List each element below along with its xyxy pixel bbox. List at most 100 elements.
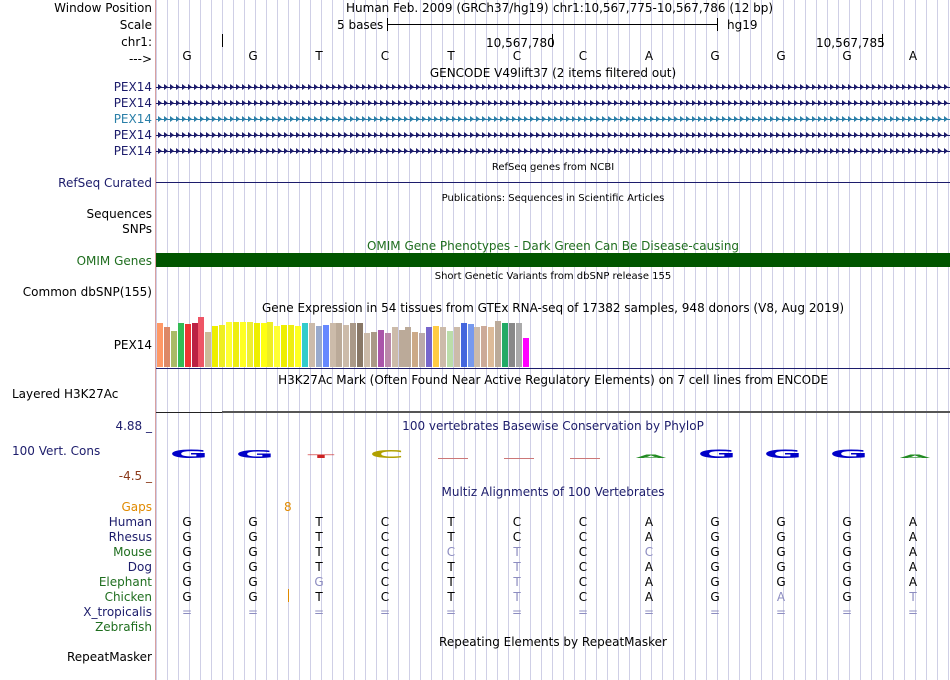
gtex-tissue-bar[interactable] <box>523 338 529 367</box>
gtex-tissue-bar[interactable] <box>288 325 294 367</box>
gtex-tissue-bar[interactable] <box>488 327 494 367</box>
refseq-gene-line[interactable] <box>156 182 950 183</box>
alignment-base: = <box>643 605 655 619</box>
gtex-tissue-bar[interactable] <box>481 326 487 367</box>
strand-arrow-icon <box>740 100 744 106</box>
gencode-transcript-line[interactable] <box>156 87 950 88</box>
gtex-tissue-bar[interactable] <box>212 326 218 367</box>
dbsnp-track-label[interactable]: Common dbSNP(155) <box>22 285 152 299</box>
gtex-gene-label[interactable]: PEX14 <box>113 338 152 352</box>
gtex-tissue-bar[interactable] <box>240 322 246 367</box>
sequences-track-label[interactable]: Sequences <box>86 207 152 221</box>
strand-arrow-icon <box>278 100 282 106</box>
gtex-tissue-bar[interactable] <box>219 325 225 367</box>
gtex-tissue-bar[interactable] <box>461 323 467 367</box>
refseq-track-label[interactable]: RefSeq Curated <box>58 176 152 190</box>
strand-arrow-icon <box>416 132 420 138</box>
gtex-tissue-bar[interactable] <box>399 330 405 367</box>
gtex-tissue-bar[interactable] <box>316 326 322 367</box>
gtex-tissue-bar[interactable] <box>274 326 280 367</box>
omim-gene-bar[interactable] <box>156 253 950 267</box>
snps-track-label[interactable]: SNPs <box>122 222 152 236</box>
gtex-tissue-bar[interactable] <box>323 325 329 367</box>
gtex-tissue-bar[interactable] <box>419 333 425 367</box>
gtex-tissue-bar[interactable] <box>336 323 342 367</box>
gtex-tissue-bar[interactable] <box>185 324 191 367</box>
gencode-track-label[interactable]: PEX14 <box>113 144 152 158</box>
gtex-tissue-bar[interactable] <box>205 332 211 367</box>
gtex-tissue-bar[interactable] <box>433 326 439 367</box>
gtex-tissue-bar[interactable] <box>302 323 308 367</box>
strand-arrow-icon <box>266 148 270 154</box>
gtex-tissue-bar[interactable] <box>371 332 377 367</box>
strand-arrow-icon <box>344 148 348 154</box>
repeatmasker-track-label[interactable]: RepeatMasker <box>66 650 152 664</box>
alignment-base: C <box>380 560 390 574</box>
gencode-transcript-line[interactable] <box>156 135 950 136</box>
strand-arrow-icon <box>542 132 546 138</box>
strand-arrow-icon <box>812 148 816 154</box>
gtex-tissue-bar[interactable] <box>357 323 363 367</box>
strand-arrow-icon <box>758 132 762 138</box>
gtex-tissue-bar[interactable] <box>233 322 239 367</box>
gencode-track-label[interactable]: PEX14 <box>113 128 152 142</box>
strand-arrow-icon <box>170 116 174 122</box>
strand-arrow-icon <box>332 100 336 106</box>
gtex-tissue-bar[interactable] <box>405 327 411 367</box>
gtex-tissue-bar[interactable] <box>309 323 315 367</box>
gencode-track-label-highlight[interactable]: PEX14 <box>113 112 152 126</box>
genome-browser-image[interactable]: Human Feb. 2009 (GRCh37/hg19) chr1:10,56… <box>156 0 950 680</box>
gtex-tissue-bar[interactable] <box>440 327 446 367</box>
gtex-tissue-bar[interactable] <box>495 321 501 367</box>
gtex-tissue-bar[interactable] <box>509 323 515 367</box>
gtex-tissue-bar[interactable] <box>447 331 453 367</box>
strand-arrow-icon <box>812 132 816 138</box>
omim-track-label[interactable]: OMIM Genes <box>76 254 152 268</box>
gtex-tissue-bar[interactable] <box>198 317 204 367</box>
strand-arrow-icon <box>458 148 462 154</box>
gtex-tissue-bar[interactable] <box>392 327 398 367</box>
gencode-transcript-line[interactable] <box>156 103 950 104</box>
h3k27ac-signal-peak[interactable] <box>222 411 950 413</box>
gtex-tissue-bar[interactable] <box>516 323 522 367</box>
gtex-tissue-bar[interactable] <box>364 333 370 367</box>
conservation-track-label[interactable]: 100 Vert. Cons <box>12 444 101 458</box>
gtex-tissue-bar[interactable] <box>502 323 508 367</box>
strand-arrow-icon <box>614 116 618 122</box>
gtex-tissue-bar[interactable] <box>171 331 177 367</box>
gtex-tissue-bar[interactable] <box>164 327 170 367</box>
gencode-track-label[interactable]: PEX14 <box>113 96 152 110</box>
gtex-tissue-bar[interactable] <box>426 327 432 367</box>
gtex-tissue-bar[interactable] <box>254 323 260 367</box>
gtex-tissue-bar[interactable] <box>295 326 301 367</box>
gtex-tissue-bar[interactable] <box>385 333 391 367</box>
strand-arrow-icon <box>920 148 924 154</box>
gtex-tissue-bar[interactable] <box>192 323 198 367</box>
gtex-tissue-bar[interactable] <box>157 323 163 367</box>
gtex-tissue-bar[interactable] <box>330 323 336 367</box>
strand-arrow-icon <box>416 84 420 90</box>
strand-arrow-icon <box>194 132 198 138</box>
gencode-transcript-line[interactable] <box>156 119 950 120</box>
gtex-tissue-bar[interactable] <box>226 322 232 367</box>
gtex-tissue-bar[interactable] <box>378 330 384 367</box>
gtex-tissue-bar[interactable] <box>281 325 287 367</box>
gtex-tissue-bar[interactable] <box>412 332 418 367</box>
strand-arrow-icon <box>884 116 888 122</box>
gtex-tissue-bar[interactable] <box>474 327 480 367</box>
gtex-tissue-bar[interactable] <box>178 323 184 367</box>
gtex-tissue-bar[interactable] <box>454 327 460 367</box>
strand-arrow-icon <box>242 116 246 122</box>
gtex-tissue-bar[interactable] <box>350 323 356 367</box>
gencode-transcript-line[interactable] <box>156 151 950 152</box>
gtex-tissue-bar[interactable] <box>468 324 474 367</box>
alignment-base: A <box>908 575 918 589</box>
gtex-tissue-bar[interactable] <box>261 323 267 367</box>
alignment-base: G <box>842 575 852 589</box>
gtex-tissue-bar[interactable] <box>343 325 349 367</box>
gtex-tissue-bar[interactable] <box>267 322 273 367</box>
gencode-track-label[interactable]: PEX14 <box>113 80 152 94</box>
h3k27ac-track-label[interactable]: Layered H3K27Ac <box>12 387 119 401</box>
gtex-tissue-bar[interactable] <box>247 322 253 367</box>
